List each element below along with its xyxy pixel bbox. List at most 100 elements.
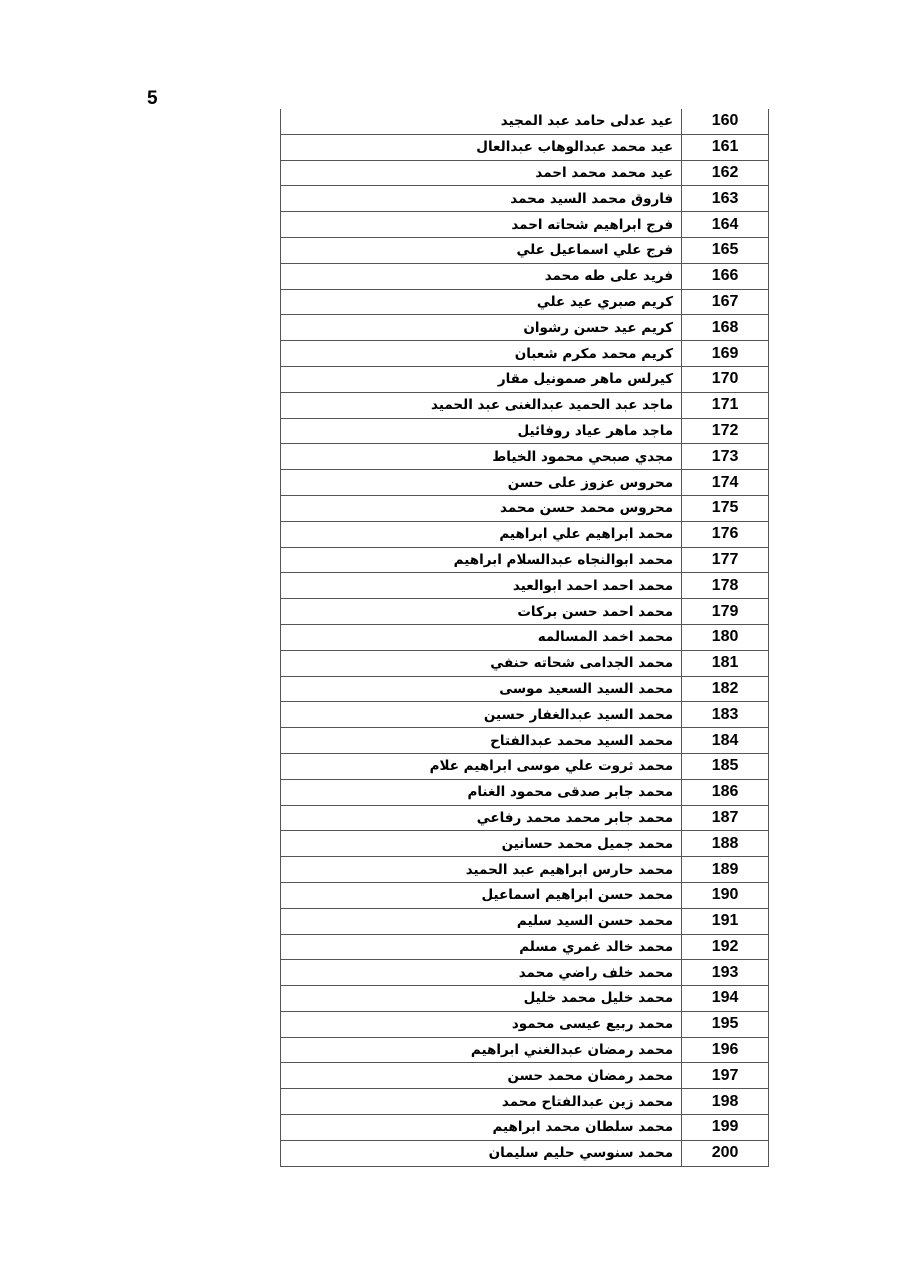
number-cell: 167	[681, 288, 769, 316]
table-row: ماجد ماهر عياد روفائيل 172	[279, 417, 769, 445]
table-row: محمد اخمد المسالمه 180	[279, 623, 769, 651]
number-cell: 160	[681, 109, 769, 135]
table-row: محمد ابراهيم علي ابراهيم 176	[279, 520, 769, 548]
name-cell: محمد حسن السيد سليم	[279, 907, 683, 935]
table-row: عيد عدلى حامد عبد المجيد 160	[279, 109, 769, 135]
name-cell: عيد محمد محمد احمد	[279, 159, 683, 187]
name-cell: محمد جابر صدقى محمود الغنام	[279, 778, 683, 806]
table-row: محمد الجدامى شحاته حنفي 181	[279, 649, 769, 677]
table-row: محمد جابر محمد محمد رفاعي 187	[279, 804, 769, 832]
table-row: فريد على طه محمد 166	[279, 262, 769, 290]
table-row: محروس عزوز على حسن 174	[279, 469, 769, 496]
number-cell: 184	[681, 727, 769, 754]
name-cell: محمد خلف راضي محمد	[279, 959, 683, 987]
name-cell: فاروق محمد السيد محمد	[279, 185, 683, 213]
name-cell: محمد ابوالنجاه عبدالسلام ابراهيم	[279, 546, 683, 574]
name-cell: محمد السيد محمد عبدالفتاح	[279, 727, 683, 754]
table-row: محمد السيد محمد عبدالفتاح 184	[279, 727, 769, 754]
number-cell: 180	[681, 623, 769, 651]
table-row: محمد حسن ابراهيم اسماعيل 190	[279, 881, 769, 909]
name-cell: كريم صبري عيد علي	[279, 288, 683, 316]
number-cell: 196	[681, 1036, 769, 1064]
table-row: محمد جميل محمد حسانين 188	[279, 830, 769, 858]
number-cell: 182	[681, 675, 769, 703]
name-cell: محروس عزوز على حسن	[279, 469, 683, 496]
number-cell: 183	[681, 701, 769, 729]
table-row: محمد جابر صدقى محمود الغنام 186	[279, 778, 769, 806]
table-row: كريم عيد حسن رشوان 168	[279, 314, 769, 342]
number-cell: 188	[681, 830, 769, 858]
name-cell: فرج علي اسماعيل علي	[279, 236, 683, 264]
table-row: عيد محمد محمد احمد 162	[279, 159, 769, 187]
number-cell: 191	[681, 907, 769, 935]
number-cell: 174	[681, 469, 769, 496]
table-row: محمد خالد غمري مسلم 192	[279, 933, 769, 961]
name-cell: كريم عيد حسن رشوان	[279, 314, 683, 342]
number-cell: 163	[681, 185, 769, 213]
table-row: محمد زين عبدالفتاح محمد 198	[279, 1088, 769, 1116]
table-row: مجدي صبحي محمود الخياط 173	[279, 443, 769, 471]
table-row: كريم محمد مكرم شعبان 169	[279, 340, 769, 367]
table-row: محمد ابوالنجاه عبدالسلام ابراهيم 177	[279, 546, 769, 574]
number-cell: 166	[681, 262, 769, 290]
page-number: 5	[147, 88, 158, 109]
number-cell: 172	[681, 417, 769, 445]
name-cell: محمد سلطان محمد ابراهيم	[279, 1114, 683, 1141]
name-cell: محمد خالد غمري مسلم	[279, 933, 683, 961]
table-row: محمد ربيع عيسى محمود 195	[279, 1010, 769, 1038]
number-cell: 194	[681, 985, 769, 1012]
number-cell: 192	[681, 933, 769, 961]
name-cell: محمد خليل محمد خليل	[279, 985, 683, 1012]
number-cell: 168	[681, 314, 769, 342]
name-cell: عيد عدلى حامد عبد المجيد	[279, 109, 683, 135]
table-row: محمد ثروت علي موسى ابراهيم علام 185	[279, 752, 769, 780]
number-cell: 177	[681, 546, 769, 574]
number-cell: 175	[681, 494, 769, 522]
number-cell: 176	[681, 520, 769, 548]
name-cell: محمد احمد احمد ابوالعيد	[279, 572, 683, 600]
table-row: ماجد عبد الحميد عبدالغنى عبد الحميد 171	[279, 391, 769, 419]
table-row: محمد خلف راضي محمد 193	[279, 959, 769, 987]
name-cell: محمد جابر محمد محمد رفاعي	[279, 804, 683, 832]
name-cell: محمد رمضان عبدالغني ابراهيم	[279, 1036, 683, 1064]
table-row: محمد سنوسي حليم سليمان 200	[279, 1139, 769, 1167]
table-row: محمد خليل محمد خليل 194	[279, 985, 769, 1012]
number-cell: 165	[681, 236, 769, 264]
number-cell: 186	[681, 778, 769, 806]
number-cell: 179	[681, 598, 769, 625]
name-cell: محمد حارس ابراهيم عبد الحميد	[279, 856, 683, 883]
name-cell: محمد السيد عبدالغفار حسين	[279, 701, 683, 729]
name-cell: فرج ابراهيم شحاته احمد	[279, 211, 683, 238]
table-row: محمد رمضان عبدالغني ابراهيم 196	[279, 1036, 769, 1064]
name-cell: محمد ثروت علي موسى ابراهيم علام	[279, 752, 683, 780]
number-cell: 197	[681, 1062, 769, 1090]
table-row: محمد رمضان محمد حسن 197	[279, 1062, 769, 1090]
table-row: كريم صبري عيد علي 167	[279, 288, 769, 316]
table-row: محمد السيد السعيد موسى 182	[279, 675, 769, 703]
table-row: محمد حارس ابراهيم عبد الحميد 189	[279, 856, 769, 883]
number-cell: 181	[681, 649, 769, 677]
name-cell: كريم محمد مكرم شعبان	[279, 340, 683, 367]
name-cell: محمد اخمد المسالمه	[279, 623, 683, 651]
number-cell: 200	[681, 1139, 769, 1167]
number-cell: 185	[681, 752, 769, 780]
number-cell: 190	[681, 881, 769, 909]
number-cell: 170	[681, 365, 769, 393]
number-cell: 169	[681, 340, 769, 367]
name-cell: محمد رمضان محمد حسن	[279, 1062, 683, 1090]
number-cell: 171	[681, 391, 769, 419]
table-row: فرج ابراهيم شحاته احمد 164	[279, 211, 769, 238]
number-cell: 162	[681, 159, 769, 187]
number-cell: 173	[681, 443, 769, 471]
name-cell: عيد محمد عبدالوهاب عبدالعال	[279, 133, 683, 161]
name-cell: ماجد ماهر عياد روفائيل	[279, 417, 683, 445]
name-cell: فريد على طه محمد	[279, 262, 683, 290]
name-cell: محمد حسن ابراهيم اسماعيل	[279, 881, 683, 909]
name-cell: محمد السيد السعيد موسى	[279, 675, 683, 703]
number-cell: 161	[681, 133, 769, 161]
table-row: محمد حسن السيد سليم 191	[279, 907, 769, 935]
number-cell: 164	[681, 211, 769, 238]
number-cell: 187	[681, 804, 769, 832]
table-row: كيرلس ماهر صمونيل مقار 170	[279, 365, 769, 393]
table-row: محروس محمد حسن محمد 175	[279, 494, 769, 522]
